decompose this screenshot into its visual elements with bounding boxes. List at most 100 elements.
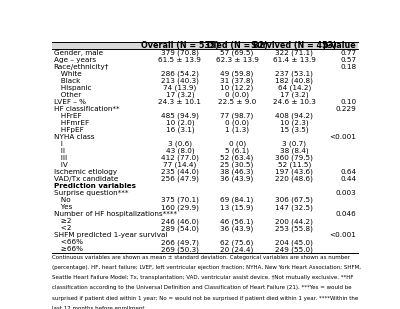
Text: LVEF – %: LVEF – % [54, 99, 86, 105]
Text: Continuous variables are shown as mean ± standard deviation. Categorical variabl: Continuous variables are shown as mean ±… [52, 255, 350, 260]
Text: 22.5 ± 9.0: 22.5 ± 9.0 [218, 99, 256, 105]
Text: 62 (75.6): 62 (75.6) [220, 239, 254, 246]
Text: SHFM predicted 1-year survival: SHFM predicted 1-year survival [54, 232, 167, 238]
Text: 5 (6.1): 5 (6.1) [225, 148, 249, 154]
Text: 235 (44.0): 235 (44.0) [161, 169, 199, 176]
Text: IV: IV [54, 162, 68, 168]
Text: 25 (30.5): 25 (30.5) [220, 162, 254, 168]
Text: Race/ethnicity†: Race/ethnicity† [54, 64, 109, 70]
Text: Hispanic: Hispanic [54, 85, 91, 91]
Text: 213 (40.3): 213 (40.3) [161, 78, 199, 84]
Text: 485 (94.9): 485 (94.9) [161, 113, 199, 119]
Text: I: I [54, 141, 62, 147]
Text: ≥66%: ≥66% [54, 246, 83, 252]
Text: Yes: Yes [54, 204, 72, 210]
Text: ≥2: ≥2 [54, 218, 71, 224]
Text: 286 (54.2): 286 (54.2) [161, 71, 199, 77]
Text: 52 (11.5): 52 (11.5) [278, 162, 311, 168]
Text: II: II [54, 148, 65, 154]
Text: 0.44: 0.44 [340, 176, 356, 182]
Text: 253 (55.8): 253 (55.8) [275, 225, 313, 231]
Text: Overall (N = 535): Overall (N = 535) [141, 41, 219, 50]
Text: 20 (24.4): 20 (24.4) [220, 246, 254, 253]
Text: Age – years: Age – years [54, 57, 96, 63]
Text: 3 (0.7): 3 (0.7) [282, 141, 306, 147]
Text: 3 (0.6): 3 (0.6) [168, 141, 192, 147]
Text: Prediction variables: Prediction variables [54, 183, 136, 189]
Text: HFrEF: HFrEF [54, 113, 81, 119]
Text: 306 (67.5): 306 (67.5) [275, 197, 313, 204]
Text: 0.10: 0.10 [340, 99, 356, 105]
Text: 0.64: 0.64 [340, 169, 356, 175]
Text: p-value: p-value [323, 41, 356, 50]
Text: 31 (37.8): 31 (37.8) [220, 78, 254, 84]
Text: 0.57: 0.57 [340, 57, 356, 63]
Text: 36 (43.9): 36 (43.9) [220, 225, 254, 231]
Text: 61.5 ± 13.9: 61.5 ± 13.9 [158, 57, 201, 63]
Text: 13 (15.9): 13 (15.9) [220, 204, 254, 210]
Text: 36 (43.9): 36 (43.9) [220, 176, 254, 182]
Text: 10 (12.2): 10 (12.2) [220, 85, 254, 91]
Text: 249 (55.0): 249 (55.0) [275, 246, 313, 253]
Text: 197 (43.6): 197 (43.6) [275, 169, 313, 176]
Text: 52 (63.4): 52 (63.4) [220, 155, 254, 161]
Text: 266 (49.7): 266 (49.7) [161, 239, 199, 246]
Text: (percentage). HF, heart failure; LVEF, left ventricular ejection fraction; NYHA,: (percentage). HF, heart failure; LVEF, l… [52, 265, 362, 270]
Text: 38 (46.3): 38 (46.3) [220, 169, 254, 176]
Text: 77 (14.4): 77 (14.4) [163, 162, 196, 168]
Text: 379 (70.8): 379 (70.8) [161, 49, 199, 56]
Text: NYHA class: NYHA class [54, 134, 94, 140]
Text: 0.046: 0.046 [336, 211, 356, 217]
Text: 49 (59.8): 49 (59.8) [220, 71, 254, 77]
Text: Black: Black [54, 78, 80, 84]
Text: classification according to the Universal Definition and Classification of Heart: classification according to the Universa… [52, 286, 352, 290]
Text: Number of HF hospitalizations****: Number of HF hospitalizations**** [54, 211, 177, 217]
Text: 10 (2.3): 10 (2.3) [280, 120, 308, 126]
Text: 10 (2.0): 10 (2.0) [166, 120, 194, 126]
Text: VAD/Tx candidate: VAD/Tx candidate [54, 176, 118, 182]
Text: 408 (94.2): 408 (94.2) [275, 113, 313, 119]
Text: 61.4 ± 13.9: 61.4 ± 13.9 [273, 57, 316, 63]
Text: 15 (3.5): 15 (3.5) [280, 127, 308, 133]
Text: III: III [54, 155, 67, 161]
Text: 246 (46.0): 246 (46.0) [161, 218, 199, 225]
Text: <2: <2 [54, 225, 71, 231]
Text: <66%: <66% [54, 239, 83, 245]
Text: 0.18: 0.18 [340, 64, 356, 70]
Text: 62.3 ± 13.9: 62.3 ± 13.9 [216, 57, 258, 63]
Text: 24.6 ± 10.3: 24.6 ± 10.3 [273, 99, 316, 105]
Text: 375 (70.1): 375 (70.1) [161, 197, 199, 204]
Text: <0.001: <0.001 [330, 232, 356, 238]
Text: White: White [54, 71, 82, 77]
Text: 38 (8.4): 38 (8.4) [280, 148, 308, 154]
Text: 0 (0): 0 (0) [228, 141, 246, 147]
Text: 0.003: 0.003 [336, 190, 356, 196]
Text: <0.001: <0.001 [330, 134, 356, 140]
Bar [52, 42, 358, 49]
Text: 46 (56.1): 46 (56.1) [220, 218, 254, 225]
Text: 16 (3.1): 16 (3.1) [166, 127, 194, 133]
Text: 412 (77.0): 412 (77.0) [161, 155, 199, 161]
Text: 204 (45.0): 204 (45.0) [275, 239, 313, 246]
Text: 237 (53.1): 237 (53.1) [275, 71, 313, 77]
Text: HFmrEF: HFmrEF [54, 120, 89, 126]
Text: Gender, male: Gender, male [54, 50, 103, 56]
Text: 0.229: 0.229 [336, 106, 356, 112]
Text: 0 (0.0): 0 (0.0) [225, 120, 249, 126]
Text: 77 (98.7): 77 (98.7) [220, 113, 254, 119]
Text: last 12 months before enrollment.: last 12 months before enrollment. [52, 306, 147, 309]
Text: Survived (N = 453): Survived (N = 453) [251, 41, 337, 50]
Text: 74 (13.9): 74 (13.9) [163, 85, 196, 91]
Text: 160 (29.9): 160 (29.9) [161, 204, 199, 210]
Text: No: No [54, 197, 70, 203]
Text: 200 (44.2): 200 (44.2) [275, 218, 313, 225]
Text: 57 (69.5): 57 (69.5) [220, 49, 254, 56]
Text: HFpEF: HFpEF [54, 127, 84, 133]
Text: 289 (54.0): 289 (54.0) [161, 225, 199, 231]
Text: 69 (84.1): 69 (84.1) [220, 197, 254, 204]
Text: Surprise question***: Surprise question*** [54, 190, 128, 196]
Text: 256 (47.9): 256 (47.9) [161, 176, 199, 182]
Text: 64 (14.2): 64 (14.2) [278, 85, 311, 91]
Text: 360 (79.5): 360 (79.5) [275, 155, 313, 161]
Text: 322 (71.1): 322 (71.1) [275, 49, 313, 56]
